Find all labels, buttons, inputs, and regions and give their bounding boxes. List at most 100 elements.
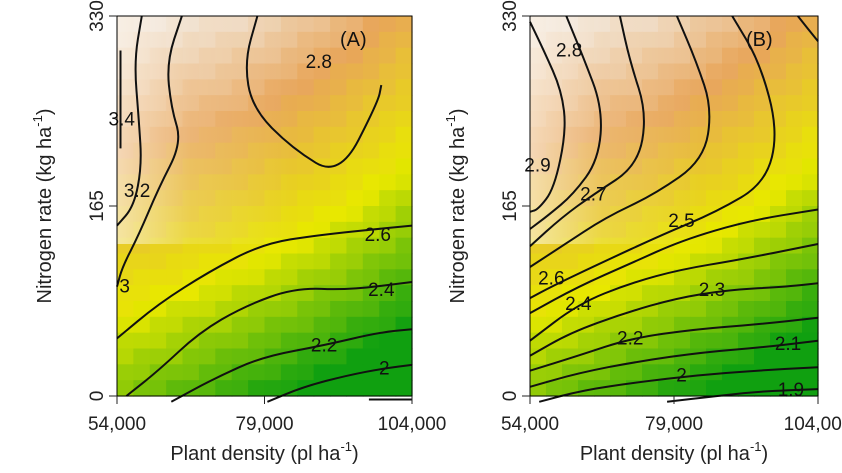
heatmap-cell <box>722 380 739 397</box>
contour-label: 2.8 <box>556 41 582 62</box>
heatmap-cell <box>297 316 315 334</box>
heatmap-cell <box>117 285 134 302</box>
heatmap-cell <box>562 332 579 350</box>
heatmap-cell <box>362 364 380 381</box>
heatmap-cell <box>215 348 233 365</box>
contour-line <box>538 366 819 403</box>
heatmap-cell <box>149 301 167 318</box>
heatmap-cell <box>395 348 413 365</box>
heatmap-cell <box>546 316 563 334</box>
heatmap-cell <box>770 348 787 365</box>
contour-label: 2.4 <box>368 280 395 301</box>
heatmap-cell <box>379 316 397 334</box>
heatmap-cell <box>133 316 151 334</box>
x-axis-title-exponent: -1 <box>340 439 352 454</box>
heatmap-cell <box>133 269 151 286</box>
heatmap-cell <box>642 364 659 381</box>
heatmap-cell <box>313 380 331 397</box>
heatmap-cell <box>706 301 723 318</box>
heatmap-cell <box>706 332 723 350</box>
heatmap-cell <box>626 332 643 350</box>
heatmap-cell <box>215 380 233 397</box>
heatmap-cell <box>149 253 167 270</box>
heatmap-cell <box>149 332 167 350</box>
contour-line <box>529 243 819 342</box>
heatmap-cell <box>264 348 282 365</box>
heatmap-cell <box>674 348 691 365</box>
y-axis: 0 165 330 <box>500 0 530 401</box>
heatmap-cell <box>215 269 233 286</box>
heatmap-cell <box>379 332 397 350</box>
heatmap-cell <box>578 332 595 350</box>
heatmap-cell <box>546 301 563 318</box>
heatmap-cell <box>594 332 611 350</box>
contour-labels: 3.4 3.2 3 2.8 2.6 2.4 2.2 2 <box>109 52 395 379</box>
heatmap-cell <box>674 332 691 350</box>
y-axis-title-close: ) <box>34 109 56 116</box>
heatmap-cell <box>395 285 413 302</box>
heatmap-cell <box>280 253 298 270</box>
heatmap-cell <box>395 332 413 350</box>
heatmap-cell <box>658 364 675 381</box>
heatmap-cell <box>248 316 266 334</box>
heatmap-cell <box>149 285 167 302</box>
heatmap-cell <box>182 364 200 381</box>
heatmap-cell <box>395 380 413 397</box>
y-tick-label: 0 <box>500 391 521 402</box>
heatmap-cell <box>149 316 167 334</box>
y-axis-title: Nitrogen rate (kg ha-1) <box>443 109 469 304</box>
heatmap-cell <box>330 253 348 270</box>
heatmap-cell <box>346 316 364 334</box>
heatmap-cell <box>722 269 739 286</box>
heatmap-cell <box>215 332 233 350</box>
heatmap-cell <box>658 285 675 302</box>
heatmap-cell <box>362 380 380 397</box>
heatmap-cell <box>706 253 723 270</box>
y-axis-title-close: ) <box>447 109 469 116</box>
heatmap-cell <box>722 316 739 334</box>
heatmap-cell <box>610 316 627 334</box>
heatmap-cell <box>248 301 266 318</box>
heatmap-cell <box>215 301 233 318</box>
contour-line <box>267 363 413 403</box>
heatmap-cell <box>297 253 315 270</box>
heatmap-cell <box>248 380 266 397</box>
heatmap-cell <box>346 332 364 350</box>
heatmap-cell <box>722 348 739 365</box>
heatmap-cell <box>346 348 364 365</box>
heatmap-cell <box>330 380 348 397</box>
heatmap-cell <box>117 348 134 365</box>
heatmap-cell <box>149 380 167 397</box>
heatmap-cell <box>198 269 216 286</box>
heatmap-cell <box>117 316 134 334</box>
heatmap-cell <box>738 285 755 302</box>
heatmap-cell <box>706 380 723 397</box>
heatmap-cell <box>610 269 627 286</box>
contour-label: 2 <box>379 358 390 379</box>
heatmap-cell <box>379 348 397 365</box>
contour-line <box>116 15 143 227</box>
heatmap-cell <box>133 253 151 270</box>
x-tick-label: 54,000 <box>501 414 559 435</box>
heatmap-cell <box>674 269 691 286</box>
heatmap-cell <box>248 332 266 350</box>
x-axis-title-close: ) <box>762 443 769 465</box>
heatmap-cell <box>182 253 200 270</box>
heatmap-cell <box>215 285 233 302</box>
heatmap-cell <box>297 348 315 365</box>
heatmap-cell <box>248 253 266 270</box>
heatmap-cell <box>754 364 771 381</box>
heatmap-cell <box>690 269 707 286</box>
heatmap-cell <box>626 285 643 302</box>
heatmap-cell <box>362 269 380 286</box>
contour-label: 2.7 <box>580 184 606 205</box>
heatmap-cell <box>280 316 298 334</box>
heatmap-cell <box>379 253 397 270</box>
heatmap-cell <box>346 269 364 286</box>
heatmap-cell <box>379 380 397 397</box>
y-axis: 0 165 330 <box>87 0 117 401</box>
heatmap-cell <box>786 301 803 318</box>
heatmap-cell <box>231 285 249 302</box>
heatmap-cell <box>362 348 380 365</box>
heatmap-cell <box>770 269 787 286</box>
